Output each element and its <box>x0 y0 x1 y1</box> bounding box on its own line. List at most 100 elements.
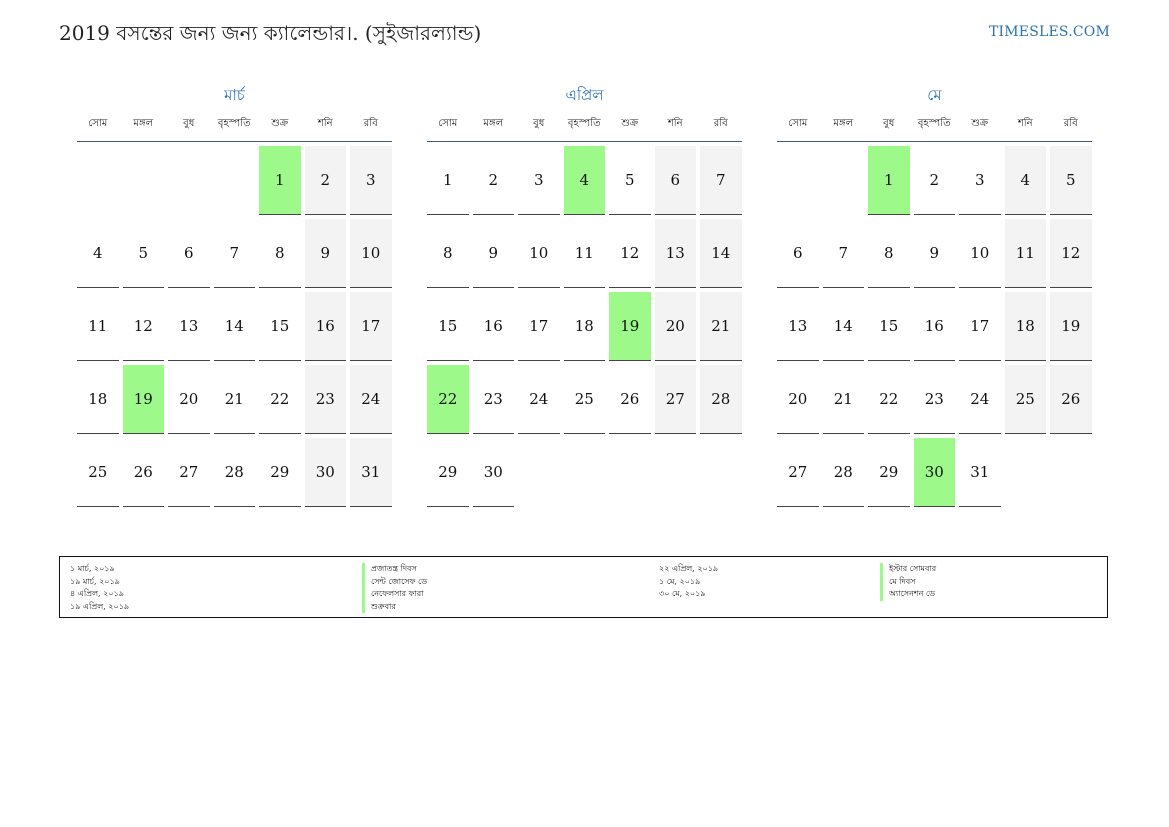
day-cell: 10 <box>959 219 1001 288</box>
day-cell: 3 <box>518 146 560 215</box>
weekday-label: শনি <box>1017 118 1033 129</box>
day-cell: 13 <box>777 292 819 361</box>
day-cell: 5 <box>1050 146 1092 215</box>
holiday-day-cell: 19 <box>609 292 651 361</box>
day-cell: 31 <box>959 438 1001 507</box>
weekday-label: বুধ <box>883 118 895 129</box>
weekday-label: শুক্র <box>271 118 289 129</box>
empty-cell <box>123 146 165 215</box>
day-cell: 22 <box>868 365 910 434</box>
legend-holiday-name: নেফেলসার ফারা <box>362 588 427 601</box>
weekday-header: সোম মঙ্গল বুধ বৃহস্পতি শুক্র শনি রবি <box>777 116 1092 142</box>
day-cell: 28 <box>822 438 864 507</box>
page-title: 2019 বসন্তের জন্য জন্য ক্যালেন্ডার।. (সু… <box>59 21 482 45</box>
month-name: মে <box>927 86 942 104</box>
legend-holiday-name: মে দিবস <box>880 575 936 588</box>
days-grid: 1 2 3 4 5 6 7 8 9 10 11 12 13 14 15 16 17 18 19 20 21 22 23 24 2… <box>777 146 1092 507</box>
day-cell: 4 <box>1004 146 1046 215</box>
weekday-label: রবি <box>363 118 378 129</box>
day-cell: 12 <box>609 219 651 288</box>
weekday-label: রবি <box>1063 118 1078 129</box>
day-cell: 20 <box>654 292 696 361</box>
day-cell: 15 <box>259 292 301 361</box>
day-cell: 10 <box>350 219 392 288</box>
day-cell: 25 <box>1004 365 1046 434</box>
day-cell: 20 <box>168 365 210 434</box>
day-cell: 4 <box>77 219 119 288</box>
month-name: মার্চ <box>224 86 245 104</box>
legend-date: ১ মে, ২০১৯ <box>659 576 701 586</box>
day-cell: 21 <box>822 365 864 434</box>
day-cell: 15 <box>427 292 469 361</box>
day-cell: 18 <box>77 365 119 434</box>
empty-cell <box>214 146 256 215</box>
day-cell: 6 <box>777 219 819 288</box>
day-cell: 18 <box>1004 292 1046 361</box>
day-cell: 27 <box>168 438 210 507</box>
day-cell: 3 <box>959 146 1001 215</box>
day-cell: 12 <box>1050 219 1092 288</box>
legend-names-1: প্রজাতন্ত্র দিবস সেন্ট জোসেফ ডে নেফেলসার ফ… <box>362 563 427 613</box>
weekday-label: সোম <box>788 118 808 129</box>
day-cell: 16 <box>472 292 514 361</box>
day-cell: 8 <box>427 219 469 288</box>
day-cell: 13 <box>168 292 210 361</box>
day-cell: 22 <box>259 365 301 434</box>
holiday-legend: ১ মার্চ, ২০১৯ ১৯ মার্চ, ২০১৯ ৪ এপ্রিল, ২০১… <box>59 556 1108 618</box>
weekday-label: শুক্র <box>621 118 639 129</box>
day-cell: 9 <box>472 219 514 288</box>
day-cell: 9 <box>304 219 346 288</box>
day-cell: 28 <box>213 438 255 507</box>
holiday-day-cell: 1 <box>259 146 301 215</box>
day-cell: 11 <box>77 292 119 361</box>
day-cell: 9 <box>913 219 955 288</box>
day-cell: 15 <box>868 292 910 361</box>
holiday-day-cell: 30 <box>913 438 955 507</box>
day-cell: 29 <box>427 438 469 507</box>
site-link[interactable]: TIMESLES.COM <box>989 24 1110 40</box>
weekday-header: সোম মঙ্গল বুধ বৃহস্পতি শুক্র শনি রবি <box>427 116 742 142</box>
day-cell: 3 <box>350 146 392 215</box>
legend-holiday-name: প্রজাতন্ত্র দিবস <box>362 563 427 576</box>
day-cell: 30 <box>304 438 346 507</box>
day-cell: 13 <box>654 219 696 288</box>
day-cell: 10 <box>518 219 560 288</box>
day-cell: 20 <box>777 365 819 434</box>
legend-holiday-name: শুক্রবার <box>362 600 427 613</box>
weekday-label: শনি <box>667 118 683 129</box>
day-cell: 17 <box>350 292 392 361</box>
weekday-label: মঙ্গল <box>483 118 504 129</box>
weekday-label: রবি <box>713 118 728 129</box>
weekday-label: সোম <box>88 118 108 129</box>
weekday-label: মঙ্গল <box>833 118 854 129</box>
legend-holiday-name: সেন্ট জোসেফ ডে <box>362 575 427 588</box>
empty-cell <box>168 146 210 215</box>
day-cell: 16 <box>913 292 955 361</box>
day-cell: 27 <box>777 438 819 507</box>
empty-cell <box>823 146 865 215</box>
day-cell: 16 <box>304 292 346 361</box>
days-grid: 1 2 3 4 5 6 7 8 9 10 11 12 13 14 15 16 17 18 19 20 21 22 23 24 2… <box>427 146 742 507</box>
day-cell: 24 <box>959 365 1001 434</box>
weekday-label: বৃহস্পতি <box>217 118 251 129</box>
day-cell: 26 <box>609 365 651 434</box>
day-cell: 26 <box>122 438 164 507</box>
legend-dates-2: ২২ এপ্রিল, ২০১৯ ১ মে, ২০১৯ ৩০ মে, ২০১৯ <box>659 563 718 601</box>
weekday-label: সোম <box>438 118 458 129</box>
empty-cell <box>77 146 119 215</box>
day-cell: 7 <box>213 219 255 288</box>
day-cell: 2 <box>472 146 514 215</box>
day-cell: 29 <box>259 438 301 507</box>
days-grid: 1 2 3 4 5 6 7 8 9 10 11 12 13 14 15 16 17 18 19 20 21 22 23 24 2… <box>77 146 392 507</box>
legend-date: ১ মার্চ, ২০১৯ <box>70 564 115 573</box>
day-cell: 27 <box>654 365 696 434</box>
legend-dates-1: ১ মার্চ, ২০১৯ ১৯ মার্চ, ২০১৯ ৪ এপ্রিল, ২০১… <box>70 563 129 613</box>
day-cell: 17 <box>518 292 560 361</box>
day-cell: 14 <box>700 219 742 288</box>
day-cell: 29 <box>868 438 910 507</box>
day-cell: 12 <box>122 292 164 361</box>
legend-date: ১৯ এপ্রিল, ২০১৯ <box>70 601 130 611</box>
day-cell: 6 <box>654 146 696 215</box>
